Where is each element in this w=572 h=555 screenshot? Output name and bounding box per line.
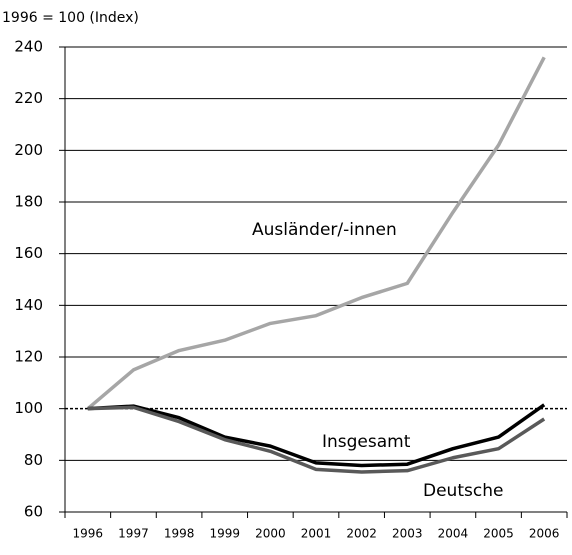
- x-tick-label: 2003: [392, 527, 423, 541]
- x-tick-label: 1999: [209, 527, 240, 541]
- y-tick-label: 60: [24, 503, 43, 521]
- y-tick-label: 220: [14, 89, 43, 107]
- y-tick-label: 80: [24, 451, 43, 469]
- y-tick-label: 160: [14, 244, 43, 262]
- x-tick-label: 2004: [438, 527, 469, 541]
- x-tick-label: 1998: [164, 527, 195, 541]
- x-tick-label: 2001: [301, 527, 332, 541]
- x-tick-label: 2005: [483, 527, 514, 541]
- y-tick-label: 200: [14, 141, 43, 159]
- y-tick-label: 100: [14, 399, 43, 417]
- series-line: [86, 56, 546, 411]
- y-tick-label: 240: [14, 38, 43, 56]
- y-tick-label: 120: [14, 348, 43, 366]
- series-line: [87, 405, 546, 474]
- y-tick-label: 180: [14, 193, 43, 211]
- y-tick-label: 140: [14, 296, 43, 314]
- series-label: Insgesamt: [322, 432, 411, 452]
- x-tick-label: 1996: [73, 527, 104, 541]
- series-label: Ausländer/-innen: [252, 220, 397, 240]
- x-tick-label: 1997: [118, 527, 149, 541]
- x-tick-label: 2002: [346, 527, 377, 541]
- x-tick-label: 2000: [255, 527, 286, 541]
- x-tick-label: 2006: [529, 527, 560, 541]
- series-line: [87, 403, 546, 468]
- series-label: Deutsche: [423, 481, 503, 501]
- y-axis-label: 1996 = 100 (Index): [2, 10, 139, 26]
